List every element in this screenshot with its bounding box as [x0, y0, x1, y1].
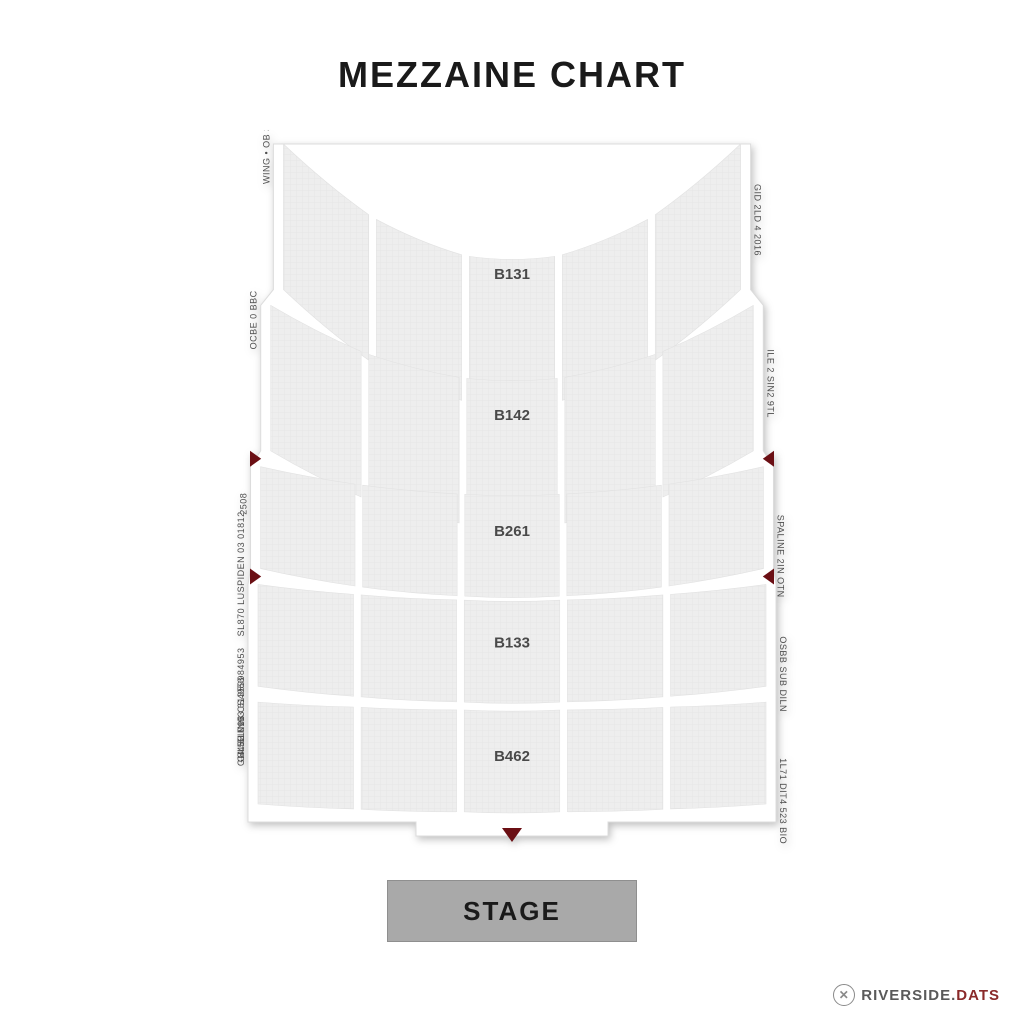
section-row3-1[interactable]: [363, 485, 457, 596]
side-label: SPALINE 2IN OTN: [775, 515, 785, 598]
brand-text-2: DATS: [956, 987, 1000, 1004]
section-label-row3: B261: [494, 523, 530, 540]
side-label: OSBB SUB DILN: [778, 636, 788, 712]
section-row4-1[interactable]: [361, 595, 457, 702]
seating-svg: B131 B142 B261 B133 B462 WING • OB 350 OCBE 0…: [212, 130, 812, 850]
section-row5-4[interactable]: [670, 702, 766, 809]
side-label: 1L71 DIT4 523 BIO: [778, 758, 788, 844]
section-label-row4: B133: [494, 634, 530, 651]
side-label: OCBE 0 BBC: [249, 290, 259, 349]
section-row5-0[interactable]: [258, 702, 354, 809]
section-row3-4[interactable]: [669, 467, 763, 586]
section-row5-3[interactable]: [567, 707, 663, 811]
brand-icon: ✕: [833, 984, 855, 1006]
section-label-row2: B142: [494, 407, 530, 424]
section-row3-0[interactable]: [261, 467, 355, 586]
section-label-row1: B131: [494, 266, 530, 283]
chart-title: MEZZAINE CHART: [0, 0, 1024, 96]
brand-watermark: ✕ RIVERSIDE.DATS: [833, 984, 1000, 1006]
side-label: GI4 5LIN93: [236, 715, 246, 766]
brand-text-1: RIVERSIDE.: [861, 987, 956, 1004]
section-row4-3[interactable]: [567, 595, 663, 702]
section-row3-2[interactable]: [465, 494, 559, 597]
section-row5-1[interactable]: [361, 707, 457, 811]
side-label: SL870 LUSPIDEN 03 01812: [236, 511, 246, 636]
stage-box: STAGE: [387, 880, 637, 942]
stage-label: STAGE: [463, 896, 561, 927]
seating-chart: B131 B142 B261 B133 B462 WING • OB 350 OCBE 0…: [212, 130, 812, 850]
section-row4-4[interactable]: [670, 584, 766, 696]
section-row3-3[interactable]: [567, 485, 661, 596]
section-row4-0[interactable]: [258, 584, 354, 696]
section-row4-2[interactable]: [464, 600, 560, 703]
side-label: ILE 2 SIN2 9TL: [765, 349, 775, 418]
side-label: WING • OB 350: [261, 130, 271, 184]
section-label-row5: B462: [494, 748, 530, 765]
side-label: GID 2LD 4 2016: [753, 184, 763, 256]
